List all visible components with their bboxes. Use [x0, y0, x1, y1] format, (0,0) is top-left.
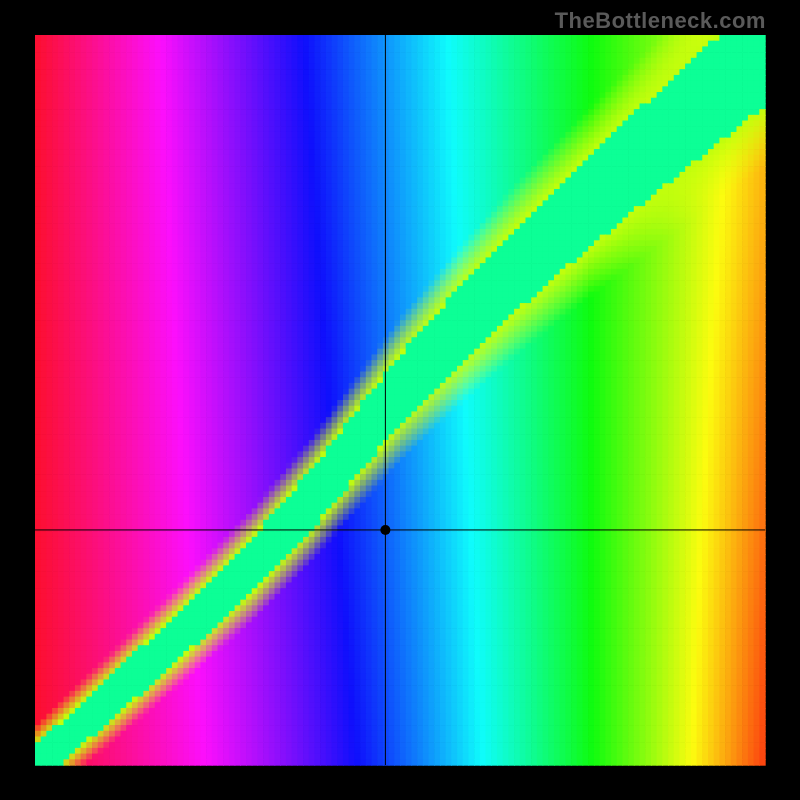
bottleneck-heatmap — [0, 0, 800, 800]
watermark-text: TheBottleneck.com — [555, 8, 766, 34]
